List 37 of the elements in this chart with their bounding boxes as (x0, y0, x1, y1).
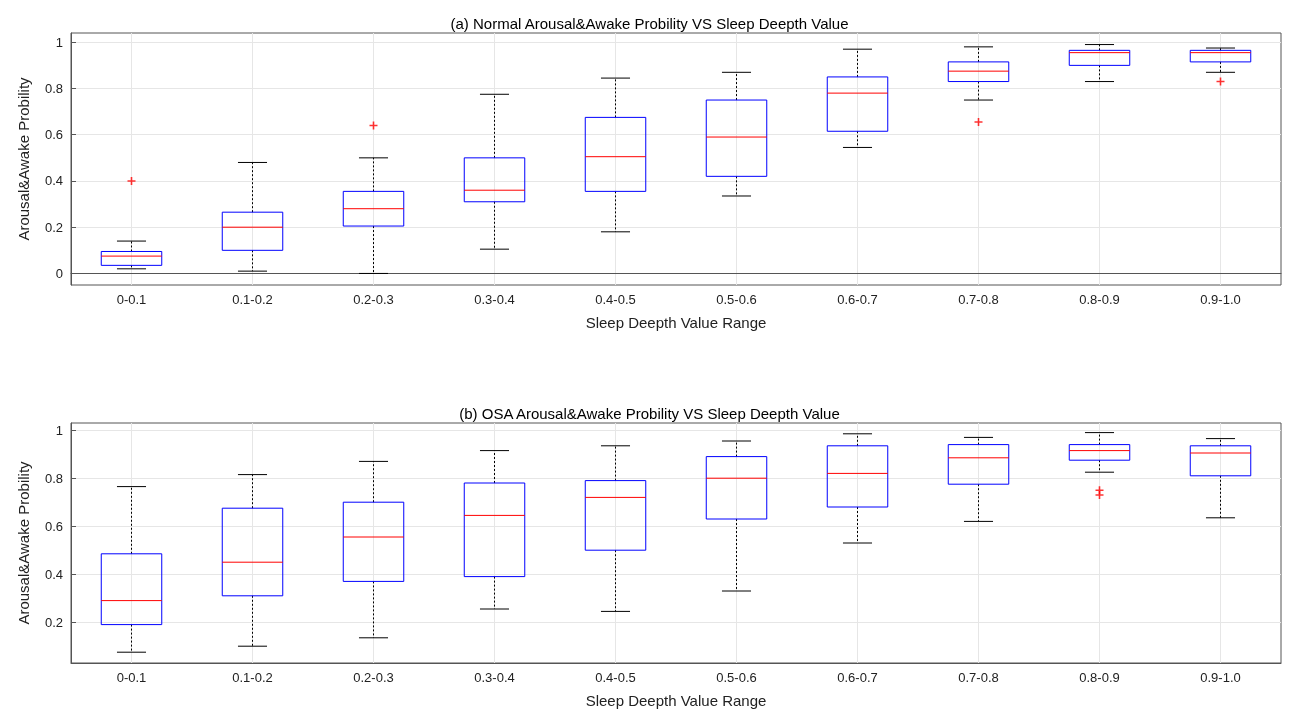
x-tick-label: 0.8-0.9 (1079, 292, 1120, 307)
x-tick-label: 0.3-0.4 (474, 292, 515, 307)
y-axis-title: Arousal&Awake Probility (15, 76, 32, 241)
y-tick-label: 0.6 (44, 518, 63, 534)
x-tick-label: 0.3-0.4 (474, 670, 515, 685)
x-tick-label: 0.9-1.0 (1200, 292, 1241, 307)
y-tick-label: 1 (55, 34, 63, 50)
chart-title: (b) OSA Arousal&Awake Probility VS Sleep Deepth Value (459, 405, 840, 422)
x-tick-label: 0.7-0.8 (958, 670, 999, 685)
x-tick-label: 0.6-0.7 (837, 670, 878, 685)
x-tick-label: 0-0.1 (116, 670, 147, 685)
y-tick-label: 0.8 (44, 470, 63, 486)
y-tick-label: 0.2 (44, 219, 63, 235)
x-axis-title: Sleep Deepth Value Range (585, 692, 767, 709)
x-tick-label: 0.7-0.8 (958, 292, 999, 307)
y-tick-label: 1 (55, 422, 63, 438)
x-tick-label: 0.5-0.6 (716, 670, 757, 685)
x-tick-label: 0.1-0.2 (232, 670, 273, 685)
x-tick-label: 0.9-1.0 (1200, 670, 1241, 685)
y-tick-label: 0.2 (44, 614, 63, 630)
y-tick-label: 0.4 (44, 566, 63, 582)
y-tick-label: 0.8 (44, 80, 63, 96)
x-tick-label: 0.5-0.6 (716, 292, 757, 307)
y-tick-label: 0.6 (44, 127, 63, 143)
chart-title: (a) Normal Arousal&Awake Probility VS Sleep Deepth Value (450, 15, 849, 32)
x-tick-label: 0.4-0.5 (595, 670, 636, 685)
y-tick-label: 0.4 (44, 173, 63, 189)
x-tick-label: 0.2-0.3 (353, 670, 394, 685)
x-tick-label: 0.8-0.9 (1079, 670, 1120, 685)
x-tick-label: 0.2-0.3 (353, 292, 394, 307)
y-tick-label: 0 (55, 265, 63, 281)
x-tick-label: 0-0.1 (116, 292, 147, 307)
x-axis-title: Sleep Deepth Value Range (585, 314, 767, 331)
x-tick-label: 0.1-0.2 (232, 292, 273, 307)
x-tick-label: 0.4-0.5 (595, 292, 636, 307)
y-axis-title: Arousal&Awake Probility (15, 460, 32, 625)
x-tick-label: 0.6-0.7 (837, 292, 878, 307)
